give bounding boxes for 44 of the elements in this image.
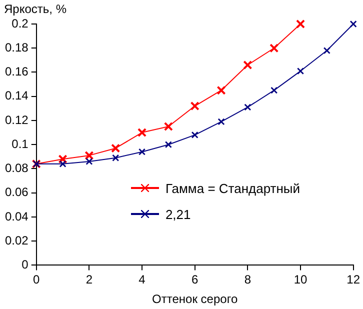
x-tick-label: 10 <box>294 272 308 287</box>
y-tick-label: 0 <box>22 258 29 272</box>
point <box>58 154 68 164</box>
y-tick-label: 0.18 <box>4 40 29 54</box>
y-tick-label: 0.16 <box>4 64 29 79</box>
point <box>190 101 200 111</box>
point <box>216 86 226 95</box>
point <box>111 144 120 153</box>
x-tick-label: 2 <box>86 272 93 287</box>
point <box>164 141 172 148</box>
point <box>137 128 147 138</box>
y-tick-label: 0.2 <box>12 16 29 30</box>
x-tick-label: 0 <box>33 272 40 287</box>
point <box>296 68 304 75</box>
point <box>323 47 330 54</box>
y-axis-title: Яркость, % <box>4 2 66 16</box>
point <box>244 104 252 111</box>
point <box>218 118 225 126</box>
x-tick-label: 12 <box>346 272 360 287</box>
legend-label: Гамма = Стандартный <box>165 180 300 196</box>
point <box>59 160 66 168</box>
point <box>270 44 279 53</box>
x-axis-title: Оттенок серого <box>152 292 238 306</box>
point <box>164 122 173 132</box>
point <box>86 158 93 166</box>
legend-label: 2,21 <box>165 206 191 222</box>
x-tick-label: 8 <box>244 272 252 287</box>
point <box>138 148 146 156</box>
y-tick-label: 0.12 <box>4 112 29 127</box>
point <box>350 20 357 28</box>
y-tick-label: 0.02 <box>4 233 29 248</box>
point <box>243 60 252 70</box>
y-tick-label: 0.14 <box>4 88 29 103</box>
point <box>191 131 198 138</box>
point <box>296 19 306 29</box>
y-tick-label: 0.1 <box>12 136 29 151</box>
x-tick-label: 4 <box>138 272 146 287</box>
y-tick-label: 0.08 <box>4 161 29 176</box>
y-tick-label: 0.04 <box>4 209 29 224</box>
point <box>270 86 278 94</box>
point <box>112 154 120 162</box>
point <box>84 150 94 160</box>
x-tick-label: 6 <box>191 272 198 287</box>
y-tick-label: 0.06 <box>4 185 29 200</box>
